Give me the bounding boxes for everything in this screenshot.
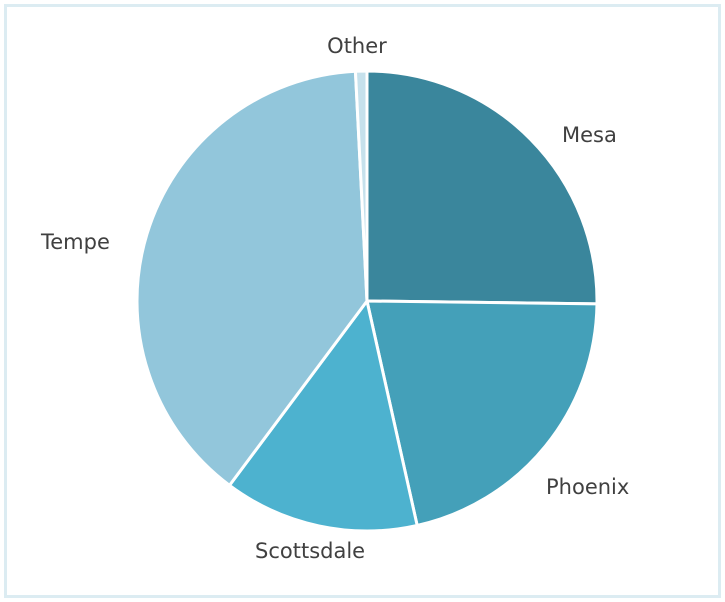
pie-label-phoenix: Phoenix (546, 475, 629, 499)
pie-label-other: Other (327, 34, 387, 58)
pie-slice-phoenix (365, 299, 599, 527)
pie-slices (135, 69, 599, 533)
pie-label-mesa: Mesa (562, 123, 617, 147)
pie-labels: Mesa Phoenix Scottsdale Tempe Other (40, 34, 629, 563)
pie-label-tempe: Tempe (40, 230, 110, 254)
pie-slice-other (353, 69, 369, 303)
pie-slice-tempe (135, 69, 369, 487)
pie-slice-mesa (365, 69, 599, 306)
pie-slice-scottsdale (227, 299, 419, 533)
pie-label-scottsdale: Scottsdale (255, 539, 365, 563)
